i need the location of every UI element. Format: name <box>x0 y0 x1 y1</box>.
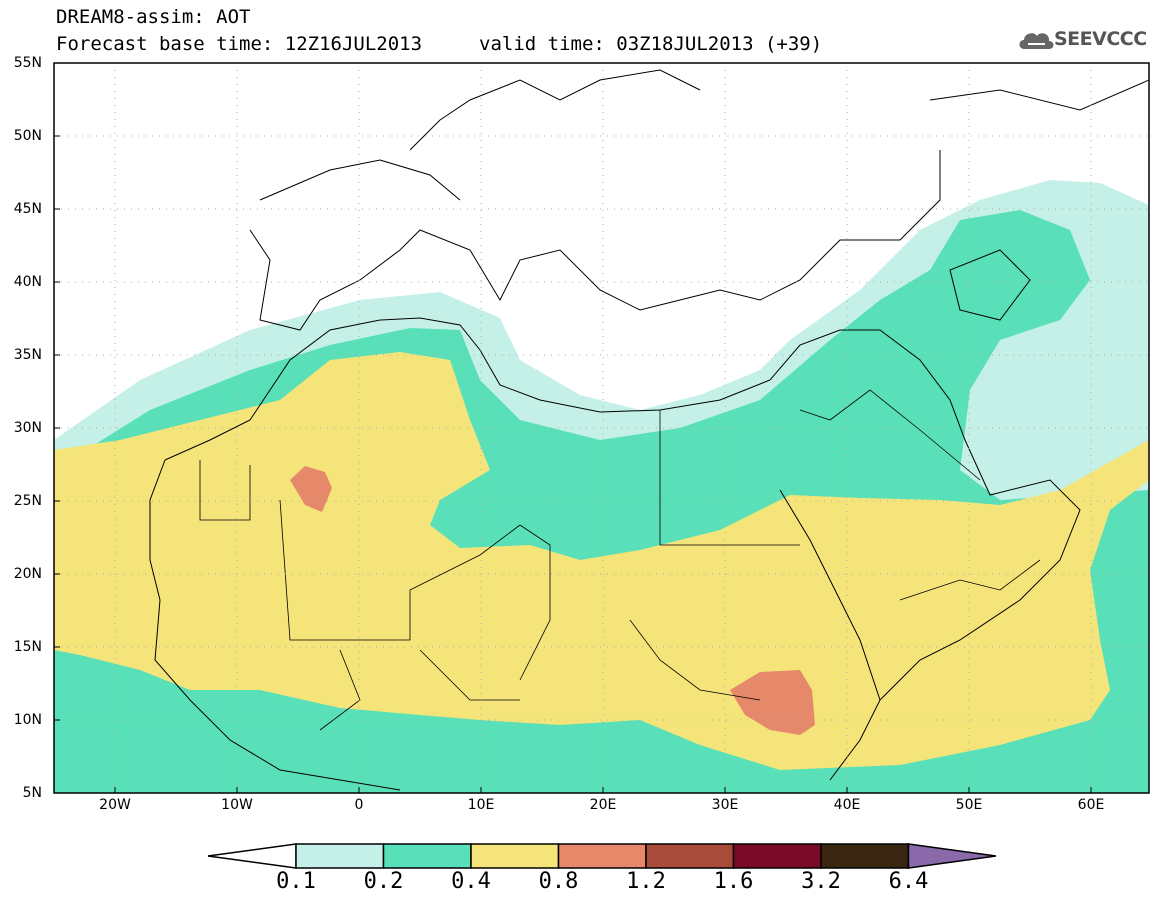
country-borders <box>199 389 1041 731</box>
logo-text: SEEVCCC <box>1054 28 1147 50</box>
map-grid <box>54 63 1149 793</box>
lat-label: 30N <box>13 420 42 436</box>
lat-label: 35N <box>13 347 42 363</box>
lat-label: 25N <box>13 493 42 509</box>
lon-label: 60E <box>1077 797 1105 813</box>
colorbar-label: 0.4 <box>451 869 491 894</box>
aot-band-0.4 <box>54 352 1149 770</box>
colorbar-label: 0.1 <box>276 869 316 894</box>
base-time-label: Forecast base time: 12Z16JUL2013 <box>56 33 423 55</box>
colorbar <box>207 843 997 869</box>
lon-label: 40E <box>833 797 861 813</box>
colorbar-label: 6.4 <box>888 869 929 894</box>
aot-band-0.8-north <box>290 466 332 512</box>
colorbar-box-3 <box>557 843 647 869</box>
lon-label: 10W <box>221 797 253 813</box>
lon-label: 50E <box>955 797 983 813</box>
lat-label: 40N <box>13 274 42 290</box>
lon-label: 20W <box>99 797 131 813</box>
coastlines <box>149 69 1149 791</box>
lon-label: 0 <box>354 797 364 813</box>
colorbar-label: 1.6 <box>713 869 754 894</box>
lat-label: 45N <box>13 201 42 217</box>
lon-label: 20E <box>589 797 617 813</box>
colorbar-label: 3.2 <box>801 869 841 894</box>
cloud-logo-icon <box>1019 33 1054 49</box>
colorbar-label: 1.2 <box>626 869 666 894</box>
lat-label: 15N <box>13 639 42 655</box>
lat-label: 55N <box>13 55 42 71</box>
lat-label: 20N <box>13 566 42 582</box>
axis-ticks <box>54 62 1092 793</box>
colorbar-box-5 <box>732 843 822 869</box>
lat-label: 50N <box>13 128 42 144</box>
colorbar-box-2 <box>470 843 560 869</box>
colorbar-label: 0.2 <box>363 869 404 894</box>
colorbar-label: 0.8 <box>538 869 579 894</box>
aot-band-0.8-east <box>730 670 815 735</box>
colorbar-box-0 <box>295 843 385 869</box>
map-title: DREAM8-assim: AOT <box>56 6 251 28</box>
colorbar-high-arrow <box>907 843 997 869</box>
colorbar-low-arrow <box>207 843 297 869</box>
lon-label: 30E <box>711 797 739 813</box>
colorbar-box-4 <box>645 843 735 869</box>
lon-label: 10E <box>467 797 495 813</box>
lat-label: 10N <box>13 712 42 728</box>
valid-time-label: valid time: 03Z18JUL2013 (+39) <box>479 33 823 55</box>
colorbar-box-1 <box>382 843 472 869</box>
colorbar-box-6 <box>820 843 910 869</box>
lat-label: 5N <box>22 785 42 801</box>
